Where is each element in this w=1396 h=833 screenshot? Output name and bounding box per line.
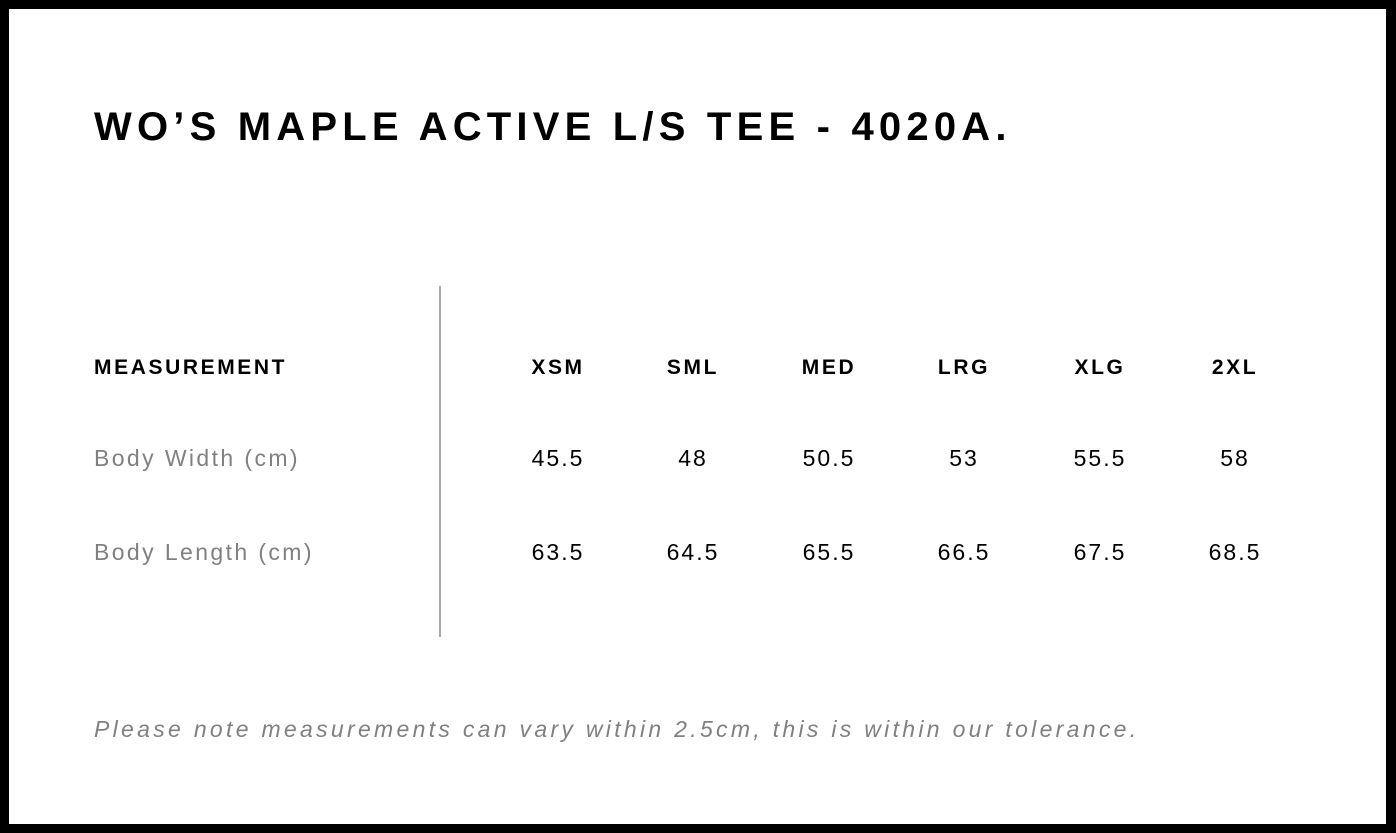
size-chart-card: WO’S MAPLE ACTIVE L/S TEE - 4020A. MEASU…: [9, 9, 1386, 824]
table-cell: 50.5: [802, 445, 856, 471]
table-cell: 67.5: [1073, 539, 1127, 565]
table-cell: 65.5: [802, 539, 856, 565]
row-label-body-width: Body Width (cm): [94, 445, 300, 471]
size-header: SML: [666, 356, 720, 379]
row-label-body-length: Body Length (cm): [94, 539, 314, 565]
table-cell: 58: [1220, 445, 1250, 471]
table-cell: 45.5: [531, 445, 585, 471]
size-header: MED: [801, 356, 857, 379]
table-cell: 66.5: [937, 539, 991, 565]
tolerance-note: Please note measurements can vary within…: [94, 716, 1140, 742]
table-cell: 53: [949, 445, 979, 471]
size-header: XLG: [1074, 356, 1126, 379]
size-header: LRG: [937, 356, 991, 379]
measurement-header: MEASUREMENT: [94, 356, 288, 379]
size-header: XSM: [531, 356, 585, 379]
page-title: WO’S MAPLE ACTIVE L/S TEE - 4020A.: [94, 105, 1012, 149]
size-header: 2XL: [1211, 356, 1259, 379]
table-cell: 68.5: [1208, 539, 1262, 565]
table-cell: 55.5: [1073, 445, 1127, 471]
table-cell: 64.5: [666, 539, 720, 565]
column-divider: [439, 286, 441, 637]
table-cell: 48: [678, 445, 708, 471]
table-cell: 63.5: [531, 539, 585, 565]
